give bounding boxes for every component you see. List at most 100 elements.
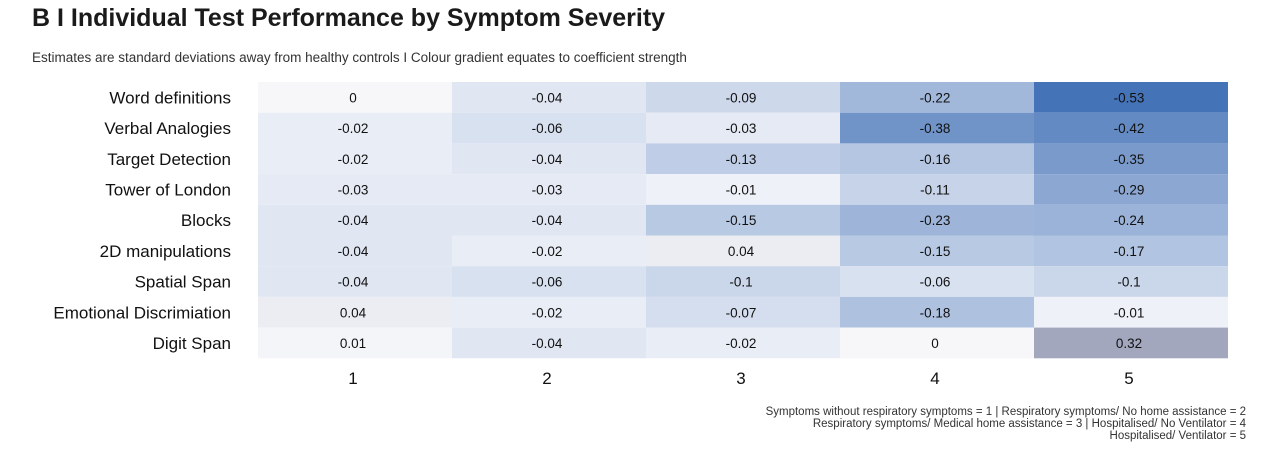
heatmap-cell: [646, 266, 840, 297]
chart-subtitle: Estimates are standard deviations away f…: [32, 50, 687, 65]
heatmap-cell: [258, 266, 452, 297]
heatmap-cell: [1034, 266, 1228, 297]
heatmap-cell: [840, 143, 1034, 175]
row-label: Digit Span: [153, 334, 231, 353]
heatmap-cell: [452, 296, 646, 328]
severity-caption: Symptoms without respiratory symptoms = …: [766, 406, 1246, 442]
heatmap-cell: [646, 296, 840, 328]
caption-line-1: Symptoms without respiratory symptoms = …: [765, 406, 1246, 418]
row-label: 2D manipulations: [100, 242, 231, 261]
cell-value-label: -0.09: [726, 90, 757, 105]
heatmap-cell: [646, 112, 840, 144]
heatmap-cell: [646, 143, 840, 175]
heatmap-cell: [258, 82, 452, 113]
row-label: Blocks: [181, 211, 231, 230]
cell-value-label: -0.01: [1114, 305, 1145, 320]
cell-value-label: 0: [931, 336, 939, 351]
cell-value-label: 0.04: [728, 244, 755, 259]
heatmap-cell: [840, 235, 1034, 267]
heatmap-cell: [840, 174, 1034, 205]
heatmap-cell: [646, 327, 840, 359]
caption-line-3: Hospitalised/ Ventilator = 5: [1109, 430, 1246, 442]
cell-value-label: -0.07: [726, 305, 757, 320]
heatmap-cell: [258, 204, 452, 236]
heatmap-cell: [646, 235, 840, 267]
cell-value-label: -0.03: [338, 182, 369, 197]
heatmap-cell: [840, 327, 1034, 359]
column-label: 1: [348, 369, 357, 388]
heatmap-cell: [1034, 327, 1228, 359]
heatmap-cell: [646, 174, 840, 205]
heatmap-cell: [1034, 143, 1228, 175]
heatmap-cell: [1034, 174, 1228, 205]
cell-value-label: -0.06: [532, 275, 563, 290]
row-label: Verbal Analogies: [104, 119, 231, 138]
cell-value-label: -0.04: [532, 152, 563, 167]
heatmap-cell: [258, 327, 452, 359]
cell-value-label: -0.06: [920, 275, 951, 290]
cell-value-label: -0.03: [532, 182, 563, 197]
heatmap-cell: [646, 82, 840, 113]
cell-value-label: -0.29: [1114, 182, 1145, 197]
heatmap-cell: [840, 296, 1034, 328]
cell-value-label: -0.53: [1114, 90, 1145, 105]
cell-value-label: -0.42: [1114, 121, 1145, 136]
heatmap-cell: [452, 112, 646, 144]
cell-value-label: -0.04: [338, 213, 369, 228]
cell-value-label: -0.38: [920, 121, 951, 136]
heatmap-cell: [1034, 112, 1228, 144]
cell-value-label: -0.15: [726, 213, 757, 228]
cell-value-label: -0.02: [338, 121, 369, 136]
column-label: 2: [542, 369, 551, 388]
cell-value-label: -0.1: [729, 275, 752, 290]
heatmap-cell: [840, 204, 1034, 236]
heatmap-cell: [646, 204, 840, 236]
cell-value-label: -0.1: [1117, 275, 1140, 290]
row-label: Emotional Discrimiation: [53, 303, 231, 322]
column-label: 5: [1124, 369, 1133, 388]
row-label: Target Detection: [107, 150, 231, 169]
cell-value-label: -0.02: [532, 305, 563, 320]
cell-value-label: -0.04: [532, 336, 563, 351]
heatmap-cell: [1034, 235, 1228, 267]
heatmap-cell: [840, 112, 1034, 144]
cell-value-label: -0.24: [1114, 213, 1145, 228]
cell-value-label: -0.35: [1114, 152, 1145, 167]
cell-value-label: -0.11: [920, 182, 950, 197]
cell-value-label: -0.22: [920, 90, 951, 105]
cell-value-label: -0.16: [920, 152, 951, 167]
heatmap-cell: [258, 112, 452, 144]
heatmap-cell: [452, 82, 646, 113]
cell-value-label: -0.06: [532, 121, 563, 136]
heatmap-chart: 0 -0.04 -0.09 -0.22 -0.53 -0.02 -0.06 -0.03 -0.3…: [53, 82, 1228, 388]
cell-value-label: -0.13: [726, 152, 757, 167]
row-label: Word definitions: [109, 88, 231, 107]
heatmap-cell: [1034, 204, 1228, 236]
heatmap-cells: 0 -0.04 -0.09 -0.22 -0.53 -0.02 -0.06 -0.03 -0.3…: [258, 82, 1228, 359]
cell-value-label: 0.32: [1116, 336, 1142, 351]
cell-value-label: -0.23: [920, 213, 951, 228]
cell-value-label: -0.02: [532, 244, 563, 259]
heatmap-cell: [452, 235, 646, 267]
caption-line-2: Respiratory symptoms/ Medical home assis…: [812, 418, 1246, 430]
row-labels: Word definitions Verbal Analogies Target D…: [53, 88, 231, 353]
cell-value-label: -0.04: [532, 213, 563, 228]
heatmap-cell: [1034, 296, 1228, 328]
cell-value-label: -0.04: [338, 275, 369, 290]
heatmap-cell: [452, 174, 646, 205]
cell-value-label: -0.15: [920, 244, 951, 259]
heatmap-cell: [258, 174, 452, 205]
column-label: 3: [736, 369, 745, 388]
cell-value-label: 0.01: [340, 336, 366, 351]
cell-value-label: -0.02: [338, 152, 369, 167]
heatmap-cell: [452, 143, 646, 175]
cell-value-label: -0.04: [338, 244, 369, 259]
cell-value-label: -0.03: [726, 121, 757, 136]
heatmap-cell: [452, 327, 646, 359]
heatmap-cell: [258, 296, 452, 328]
cell-value-label: -0.18: [920, 305, 951, 320]
cell-value-label: -0.01: [726, 182, 757, 197]
heatmap-cell: [452, 204, 646, 236]
column-label: 4: [930, 369, 939, 388]
heatmap-cell: [258, 143, 452, 175]
